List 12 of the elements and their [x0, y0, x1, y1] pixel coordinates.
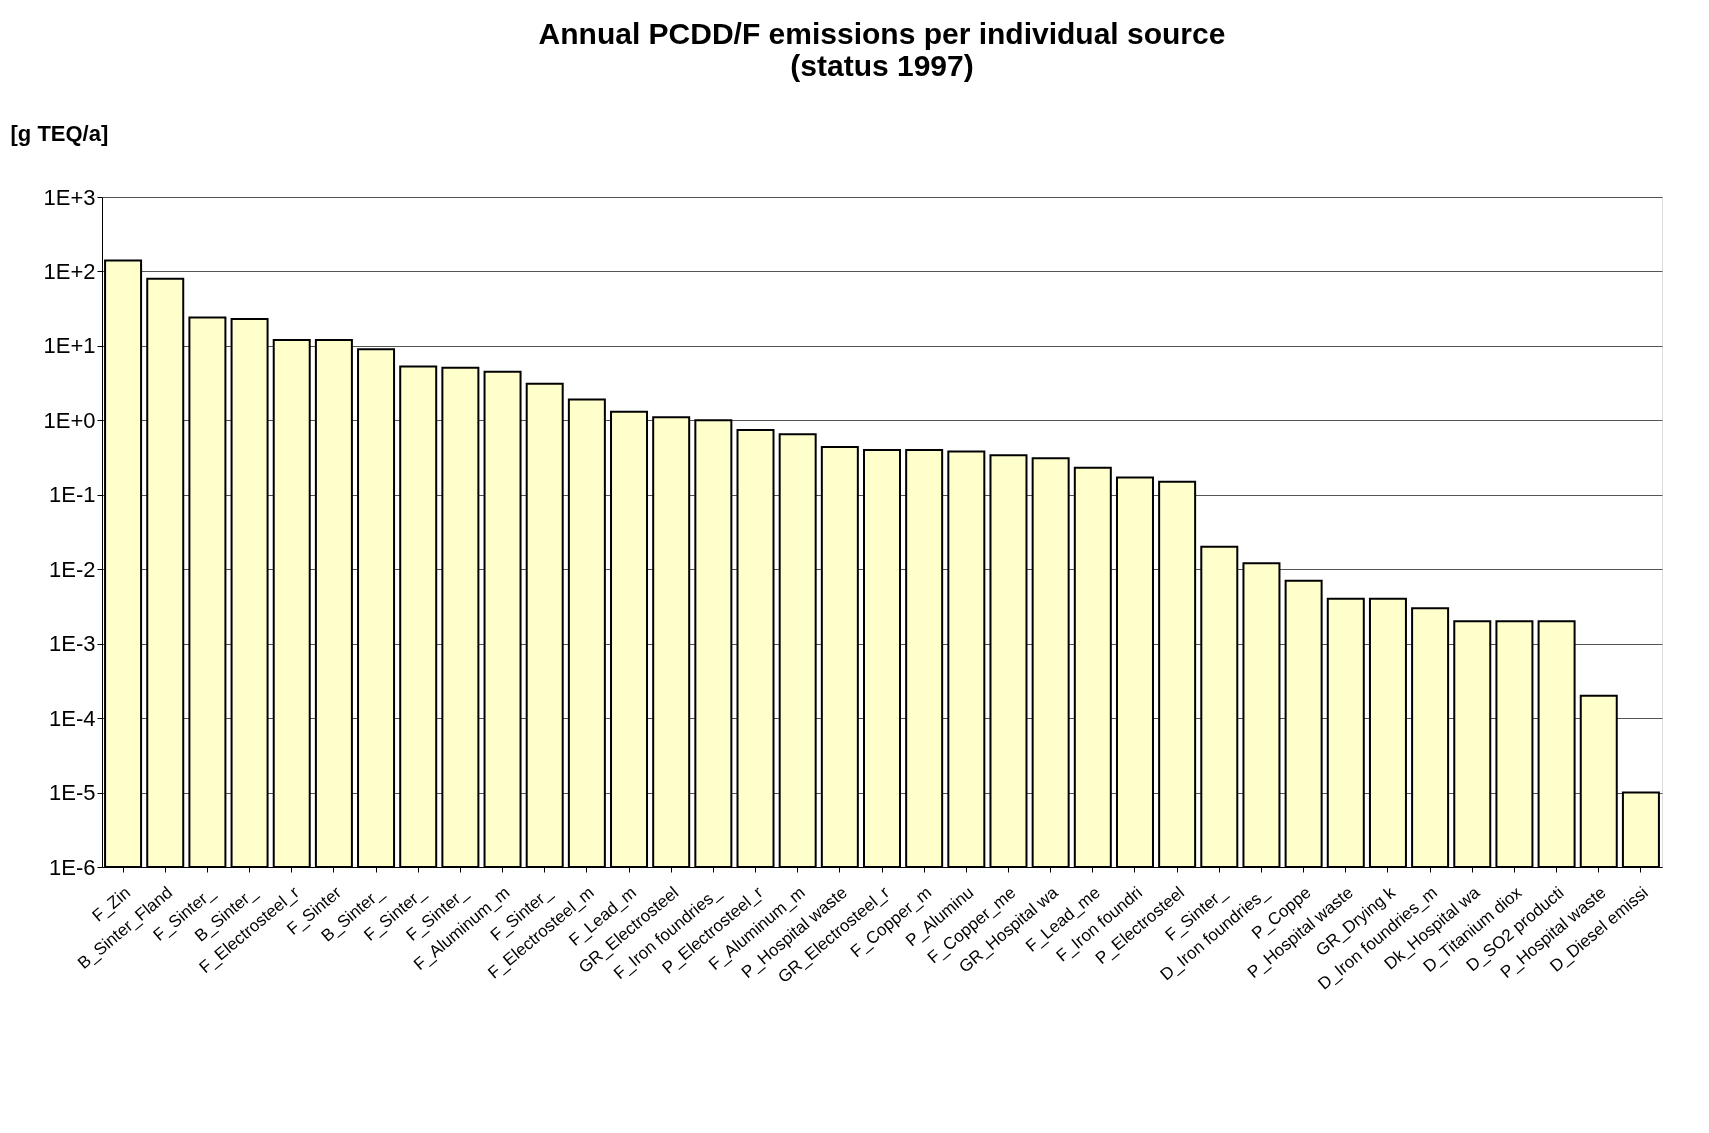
- y-tick-label: 1E+3: [43, 184, 96, 210]
- y-tick-label: 1E-3: [49, 631, 96, 657]
- y-tick-label: 1E-6: [49, 854, 96, 880]
- y-tick-label: 1E-1: [49, 482, 96, 508]
- y-tick-label: 1E-4: [49, 705, 96, 731]
- y-tick-label: 1E+2: [43, 258, 96, 284]
- y-tick-label: 1E+1: [43, 333, 96, 359]
- y-axis-title: [g TEQ/a]: [10, 120, 109, 146]
- y-tick-label: 1E-2: [49, 556, 96, 582]
- y-tick-label: 1E+0: [43, 407, 96, 433]
- y-tick-label: 1E-5: [49, 780, 96, 806]
- chart-title: Annual PCDD/F emissions per individual source (status 1997): [538, 17, 1226, 82]
